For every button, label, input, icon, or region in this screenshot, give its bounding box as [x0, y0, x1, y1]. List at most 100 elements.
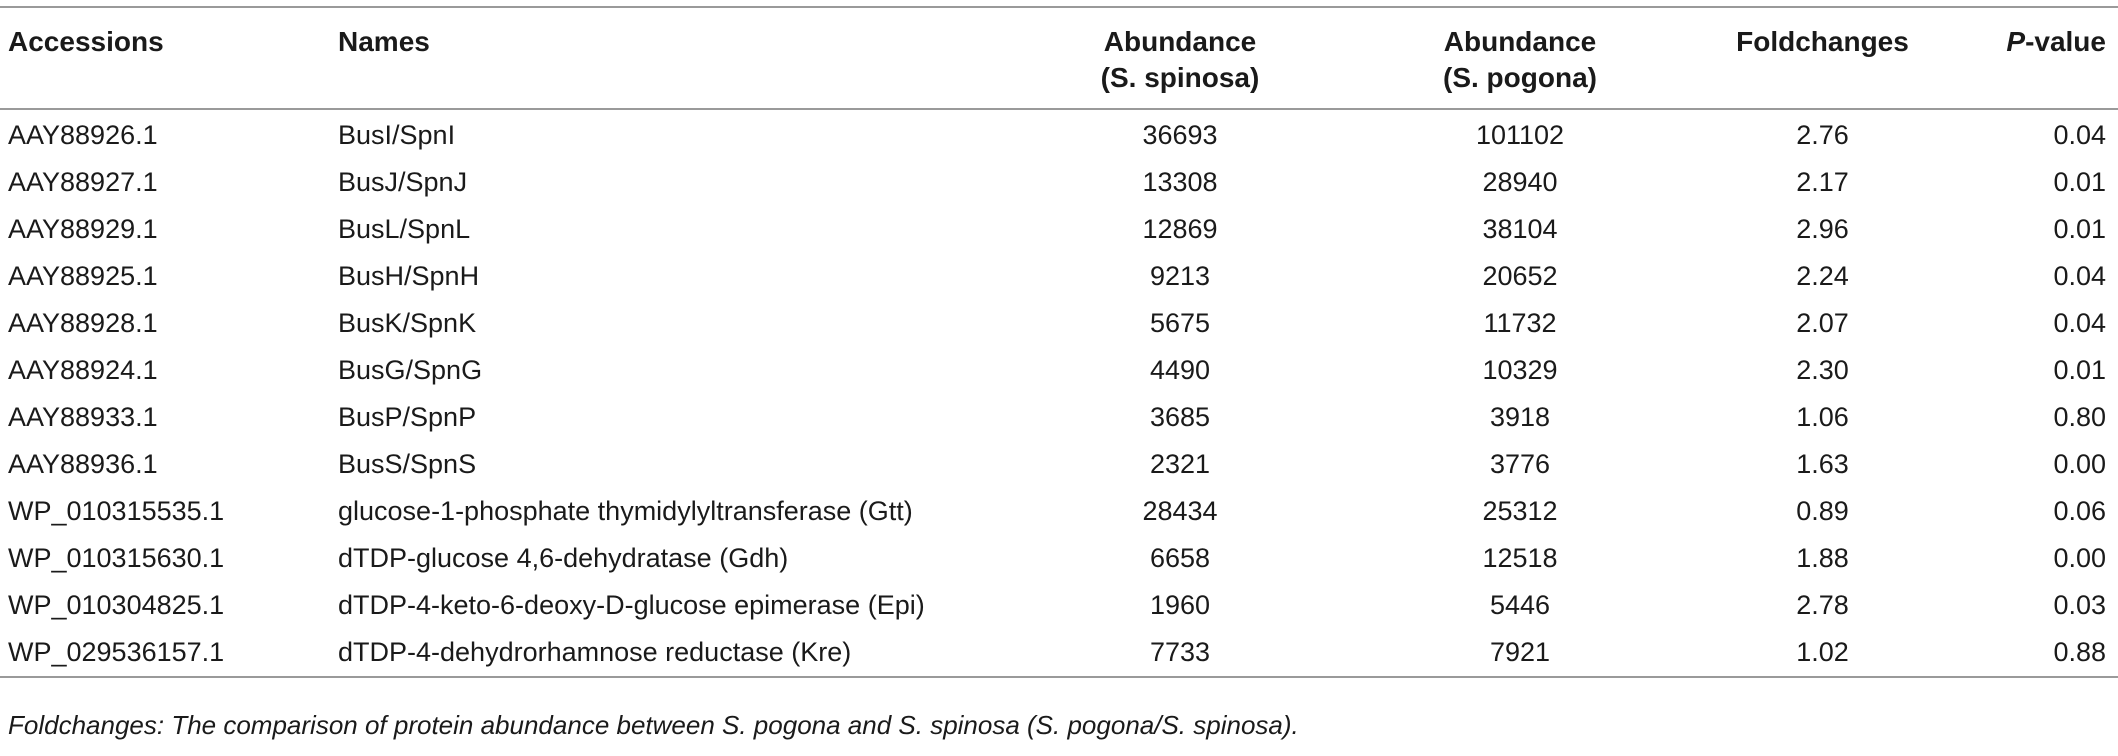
header-abundance-spinosa-label: Abundance [1103, 26, 1257, 57]
cell-abundance-pogona: 25312 [1482, 496, 1558, 526]
cell-name: dTDP-4-keto-6-deoxy-D-glucose epimerase … [338, 590, 925, 620]
header-abundance-pogona-label: Abundance [1443, 26, 1597, 57]
header-abundance-pogona: Abundance (S. pogona) [1350, 7, 1690, 109]
cell-abundance-pogona: 3918 [1489, 402, 1551, 432]
cell-pvalue: 0.00 [2053, 449, 2106, 479]
cell-foldchange: 2.96 [1796, 214, 1849, 244]
cell-abundance-pogona: 3776 [1489, 449, 1551, 479]
table-row: AAY88929.1 BusL/SpnL 12869 38104 2.96 0.01 [0, 206, 2118, 253]
cell-name: BusL/SpnL [338, 214, 471, 244]
cell-foldchange: 1.06 [1796, 402, 1849, 432]
cell-abundance-spinosa: 4490 [1149, 355, 1211, 385]
cell-foldchange: 1.88 [1796, 543, 1849, 573]
table-row: WP_010304825.1 dTDP-4-keto-6-deoxy-D-gluc… [0, 582, 2118, 629]
cell-abundance-pogona: 20652 [1482, 261, 1558, 291]
cell-accession: AAY88925.1 [8, 261, 158, 291]
table-row: WP_010315535.1 glucose-1-phosphate thymid… [0, 488, 2118, 535]
cell-accession: AAY88933.1 [8, 402, 158, 432]
table-row: AAY88933.1 BusP/SpnP 3685 3918 1.06 0.80 [0, 394, 2118, 441]
cell-pvalue: 0.04 [2053, 120, 2106, 150]
cell-abundance-pogona: 10329 [1482, 355, 1558, 385]
cell-abundance-spinosa: 12869 [1142, 214, 1218, 244]
cell-pvalue: 0.00 [2053, 543, 2106, 573]
cell-abundance-spinosa: 13308 [1142, 167, 1218, 197]
cell-abundance-pogona: 101102 [1475, 120, 1565, 150]
cell-pvalue: 0.01 [2053, 167, 2106, 197]
cell-accession: AAY88926.1 [8, 120, 158, 150]
header-abundance-spinosa: Abundance (S. spinosa) [1010, 7, 1350, 109]
cell-accession: WP_010315535.1 [8, 496, 225, 526]
cell-accession: AAY88927.1 [8, 167, 158, 197]
table-row: AAY88925.1 BusH/SpnH 9213 20652 2.24 0.04 [0, 253, 2118, 300]
cell-pvalue: 0.04 [2053, 308, 2106, 338]
table-row: WP_029536157.1 dTDP-4-dehydrorhamnose red… [0, 629, 2118, 677]
cell-abundance-spinosa: 28434 [1142, 496, 1218, 526]
header-pvalue-rest: -value [2025, 26, 2106, 57]
cell-abundance-spinosa: 6658 [1149, 543, 1211, 573]
header-foldchanges: Foldchanges [1736, 26, 1909, 57]
cell-name: dTDP-glucose 4,6-dehydratase (Gdh) [338, 543, 789, 573]
cell-abundance-spinosa: 1960 [1149, 590, 1211, 620]
header-abundance-spinosa-species: (S. spinosa) [1100, 62, 1260, 93]
table-body: AAY88926.1 BusI/SpnI 36693 101102 2.76 0.04 AA… [0, 109, 2118, 677]
header-pvalue: P-value [1955, 7, 2118, 109]
cell-abundance-pogona: 7921 [1489, 637, 1551, 667]
table-row: AAY88927.1 BusJ/SpnJ 13308 28940 2.17 0.01 [0, 159, 2118, 206]
cell-abundance-spinosa: 3685 [1149, 402, 1211, 432]
cell-pvalue: 0.01 [2053, 355, 2106, 385]
cell-accession: WP_010304825.1 [8, 590, 225, 620]
cell-pvalue: 0.80 [2053, 402, 2106, 432]
table-row: WP_010315630.1 dTDP-glucose 4,6-dehydrata… [0, 535, 2118, 582]
cell-accession: AAY88924.1 [8, 355, 158, 385]
header-pvalue-p: P [2006, 26, 2026, 57]
cell-abundance-spinosa: 7733 [1149, 637, 1211, 667]
cell-foldchange: 2.30 [1796, 355, 1849, 385]
cell-accession: WP_029536157.1 [8, 637, 225, 667]
cell-abundance-spinosa: 36693 [1142, 120, 1218, 150]
cell-accession: AAY88928.1 [8, 308, 158, 338]
table-footnote: Foldchanges: The comparison of protein a… [8, 710, 1299, 740]
cell-foldchange: 1.63 [1796, 449, 1849, 479]
header-abundance-pogona-species: (S. pogona) [1443, 62, 1597, 93]
cell-pvalue: 0.88 [2053, 637, 2106, 667]
cell-foldchange: 2.24 [1796, 261, 1849, 291]
cell-pvalue: 0.04 [2053, 261, 2106, 291]
cell-abundance-pogona: 12518 [1482, 543, 1558, 573]
table-row: AAY88926.1 BusI/SpnI 36693 101102 2.76 0.04 [0, 109, 2118, 159]
cell-name: BusJ/SpnJ [338, 167, 468, 197]
cell-name: BusI/SpnI [338, 120, 456, 150]
cell-pvalue: 0.06 [2053, 496, 2106, 526]
table-row: AAY88936.1 BusS/SpnS 2321 3776 1.63 0.00 [0, 441, 2118, 488]
cell-foldchange: 2.07 [1796, 308, 1849, 338]
protein-abundance-table: Accessions Names Abundance (S. spinosa) … [0, 6, 2118, 678]
table-header: Accessions Names Abundance (S. spinosa) … [0, 7, 2118, 109]
table-row: AAY88928.1 BusK/SpnK 5675 11732 2.07 0.04 [0, 300, 2118, 347]
cell-accession: AAY88936.1 [8, 449, 158, 479]
table-row: AAY88924.1 BusG/SpnG 4490 10329 2.30 0.01 [0, 347, 2118, 394]
cell-foldchange: 1.02 [1796, 637, 1849, 667]
cell-accession: AAY88929.1 [8, 214, 158, 244]
cell-foldchange: 2.78 [1796, 590, 1849, 620]
cell-abundance-pogona: 11732 [1483, 308, 1557, 338]
cell-foldchange: 2.17 [1796, 167, 1849, 197]
header-names: Names [338, 26, 430, 57]
cell-name: glucose-1-phosphate thymidylyltransferas… [338, 496, 913, 526]
cell-name: BusH/SpnH [338, 261, 480, 291]
header-accessions: Accessions [8, 26, 164, 57]
cell-abundance-spinosa: 5675 [1149, 308, 1211, 338]
cell-foldchange: 2.76 [1796, 120, 1849, 150]
cell-abundance-spinosa: 2321 [1149, 449, 1211, 479]
cell-abundance-spinosa: 9213 [1149, 261, 1211, 291]
cell-abundance-pogona: 38104 [1482, 214, 1558, 244]
cell-name: dTDP-4-dehydrorhamnose reductase (Kre) [338, 637, 852, 667]
cell-name: BusP/SpnP [338, 402, 477, 432]
cell-name: BusK/SpnK [338, 308, 477, 338]
cell-pvalue: 0.03 [2053, 590, 2106, 620]
cell-name: BusG/SpnG [338, 355, 483, 385]
cell-foldchange: 0.89 [1796, 496, 1849, 526]
cell-accession: WP_010315630.1 [8, 543, 225, 573]
cell-abundance-pogona: 28940 [1482, 167, 1558, 197]
cell-name: BusS/SpnS [338, 449, 477, 479]
cell-abundance-pogona: 5446 [1489, 590, 1551, 620]
